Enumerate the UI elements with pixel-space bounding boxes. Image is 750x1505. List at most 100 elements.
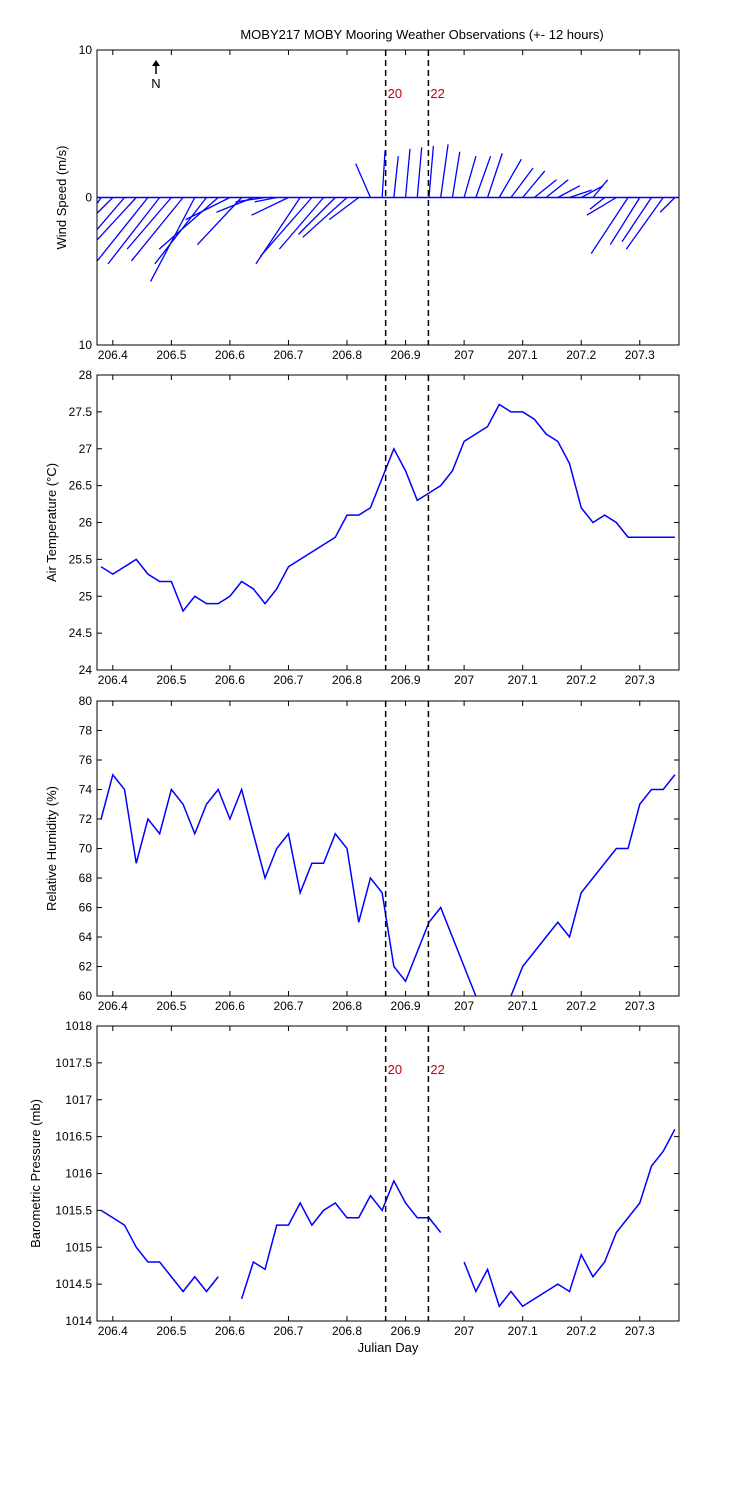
x-tick-label: 207.2 [566, 673, 596, 687]
y-tick-label: 60 [79, 989, 93, 1003]
y-tick-label: 70 [79, 842, 93, 856]
y-tick-label: 78 [79, 724, 93, 738]
wind-stick [259, 197, 313, 257]
panel: 206.4 206.5 206.6 206.7 206.8 206.9 207 207.1 20… [44, 694, 680, 1013]
data-layer [100, 773, 676, 996]
wind-stick [569, 189, 592, 199]
y-axis-label: Barometric Pressure (mb) [28, 1099, 43, 1248]
y-tick-label: 76 [79, 753, 93, 767]
x-tick-label: 206.7 [273, 1324, 303, 1338]
wind-stick [97, 197, 114, 215]
y-tick-label: 68 [79, 871, 93, 885]
x-tick-label: 206.6 [215, 1324, 245, 1338]
x-tick-label: 207.1 [508, 1324, 538, 1338]
wind-stick [107, 197, 161, 265]
wind-stick [278, 197, 325, 250]
marker-label: 20 [388, 1062, 402, 1077]
wind-stick [609, 197, 641, 246]
x-tick-label: 206.6 [215, 999, 245, 1013]
wind-stick [97, 197, 126, 231]
x-tick-label: 206.8 [332, 348, 362, 362]
y-tick-label: 27 [79, 442, 93, 456]
wind-stick [475, 155, 492, 198]
y-axis-label: Relative Humidity (%) [44, 786, 59, 911]
x-tick-label: 207.3 [625, 348, 655, 362]
x-tick-label: 207.1 [508, 999, 538, 1013]
x-tick-label: 207.1 [508, 348, 538, 362]
marker-label: 22 [430, 86, 444, 101]
x-tick-label: 206.5 [156, 999, 186, 1013]
wind-stick [254, 196, 277, 203]
x-tick-label: 206.9 [391, 999, 421, 1013]
x-tick-label: 206.6 [215, 673, 245, 687]
y-tick-label: 1018 [65, 1019, 92, 1033]
x-tick-label: 206.4 [98, 1324, 128, 1338]
x-tick-label: 206.4 [98, 999, 128, 1013]
plot-frame [96, 700, 680, 997]
wind-stick [557, 185, 581, 199]
y-tick-label: 26.5 [69, 479, 93, 493]
x-tick-label: 207.3 [625, 673, 655, 687]
wind-stick [235, 196, 266, 203]
wind-stick [130, 197, 184, 262]
y-tick-label: 1017.5 [55, 1056, 92, 1070]
wind-stick [328, 196, 360, 221]
wind-stick [463, 156, 477, 198]
x-tick-label: 206.8 [332, 999, 362, 1013]
x-tick-label: 206.9 [391, 1324, 421, 1338]
y-tick-label: 1014 [65, 1314, 92, 1328]
x-tick-label: 206.8 [332, 1324, 362, 1338]
y-tick-label: 1016 [65, 1167, 92, 1181]
y-axis-label: Air Temperature (°C) [44, 463, 59, 582]
wind-stick [625, 197, 664, 250]
wind-stick [589, 196, 606, 210]
data-layer [100, 1128, 676, 1308]
wind-stick [428, 145, 435, 198]
y-tick-label: 27.5 [69, 405, 93, 419]
wind-stick [533, 179, 557, 199]
wind-stick [590, 197, 629, 254]
wind-stick [404, 148, 411, 198]
wind-stick [302, 197, 348, 238]
wind-stick [185, 196, 231, 221]
x-tick-label: 206.7 [273, 348, 303, 362]
series-line [100, 403, 675, 613]
y-tick-label: 10 [79, 338, 93, 352]
series-line [100, 773, 676, 996]
x-tick-label: 207 [454, 999, 474, 1013]
y-tick-label: 1017 [65, 1093, 92, 1107]
panel: 206.4 206.5 206.6 206.7 206.8 206.9 207 207.1 20… [28, 1019, 680, 1355]
plot-frame [96, 374, 680, 671]
marker-label: 20 [388, 86, 402, 101]
y-tick-label: 62 [79, 960, 93, 974]
panel: 206.4 206.5 206.6 206.7 206.8 206.9 207 207.1 20… [54, 27, 680, 362]
north-arrow-head [152, 60, 160, 66]
x-tick-label: 207 [454, 348, 474, 362]
y-tick-label: 26 [79, 516, 93, 530]
chart-title: MOBY217 MOBY Mooring Weather Observation… [240, 27, 603, 42]
y-tick-label: 0 [85, 191, 92, 205]
y-tick-label: 10 [79, 43, 93, 57]
y-tick-label: 64 [79, 930, 93, 944]
x-tick-label: 206.7 [273, 673, 303, 687]
wind-stick [416, 147, 423, 198]
wind-stick [659, 197, 676, 213]
wind-stick [486, 153, 503, 198]
wind-stick [251, 196, 289, 216]
y-tick-label: 74 [79, 783, 93, 797]
x-tick-label: 207.3 [625, 1324, 655, 1338]
y-tick-label: 28 [79, 368, 93, 382]
x-tick-label: 206.4 [98, 673, 128, 687]
data-layer [97, 144, 679, 282]
y-tick-label: 24.5 [69, 626, 93, 640]
y-tick-label: 66 [79, 901, 93, 915]
x-axis-label: Julian Day [358, 1340, 419, 1355]
x-tick-label: 206.5 [156, 348, 186, 362]
wind-stick [580, 185, 604, 199]
x-tick-label: 207.2 [566, 1324, 596, 1338]
x-tick-label: 206.5 [156, 673, 186, 687]
x-tick-label: 207.2 [566, 348, 596, 362]
x-tick-label: 206.5 [156, 1324, 186, 1338]
y-tick-label: 1015.5 [55, 1203, 92, 1217]
